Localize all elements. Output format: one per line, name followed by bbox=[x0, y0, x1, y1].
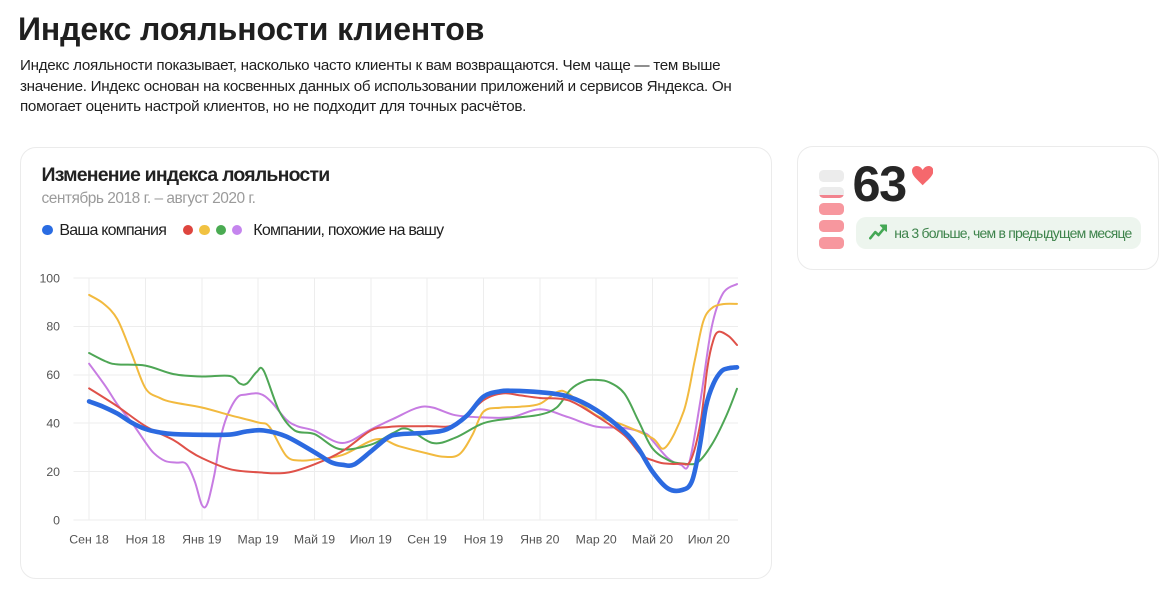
svg-text:Июл 20: Июл 20 bbox=[688, 532, 730, 546]
svg-text:Сен 19: Сен 19 bbox=[408, 532, 448, 546]
svg-text:Ноя 18: Ноя 18 bbox=[126, 532, 166, 546]
svg-text:20: 20 bbox=[47, 464, 61, 478]
svg-text:Мар 20: Мар 20 bbox=[576, 532, 617, 546]
svg-text:Май 19: Май 19 bbox=[294, 532, 335, 546]
svg-text:Сен 18: Сен 18 bbox=[70, 532, 110, 546]
svg-text:40: 40 bbox=[47, 416, 61, 430]
svg-text:80: 80 bbox=[47, 319, 61, 333]
svg-text:Янв 20: Янв 20 bbox=[520, 532, 559, 546]
svg-text:Янв 19: Янв 19 bbox=[182, 532, 221, 546]
svg-text:Ноя 19: Ноя 19 bbox=[464, 532, 504, 546]
svg-text:Июл 19: Июл 19 bbox=[350, 532, 392, 546]
svg-text:100: 100 bbox=[40, 271, 61, 285]
svg-text:60: 60 bbox=[47, 368, 61, 382]
svg-text:Май 20: Май 20 bbox=[632, 532, 673, 546]
svg-text:Мар 19: Мар 19 bbox=[238, 532, 279, 546]
svg-text:0: 0 bbox=[53, 513, 60, 527]
